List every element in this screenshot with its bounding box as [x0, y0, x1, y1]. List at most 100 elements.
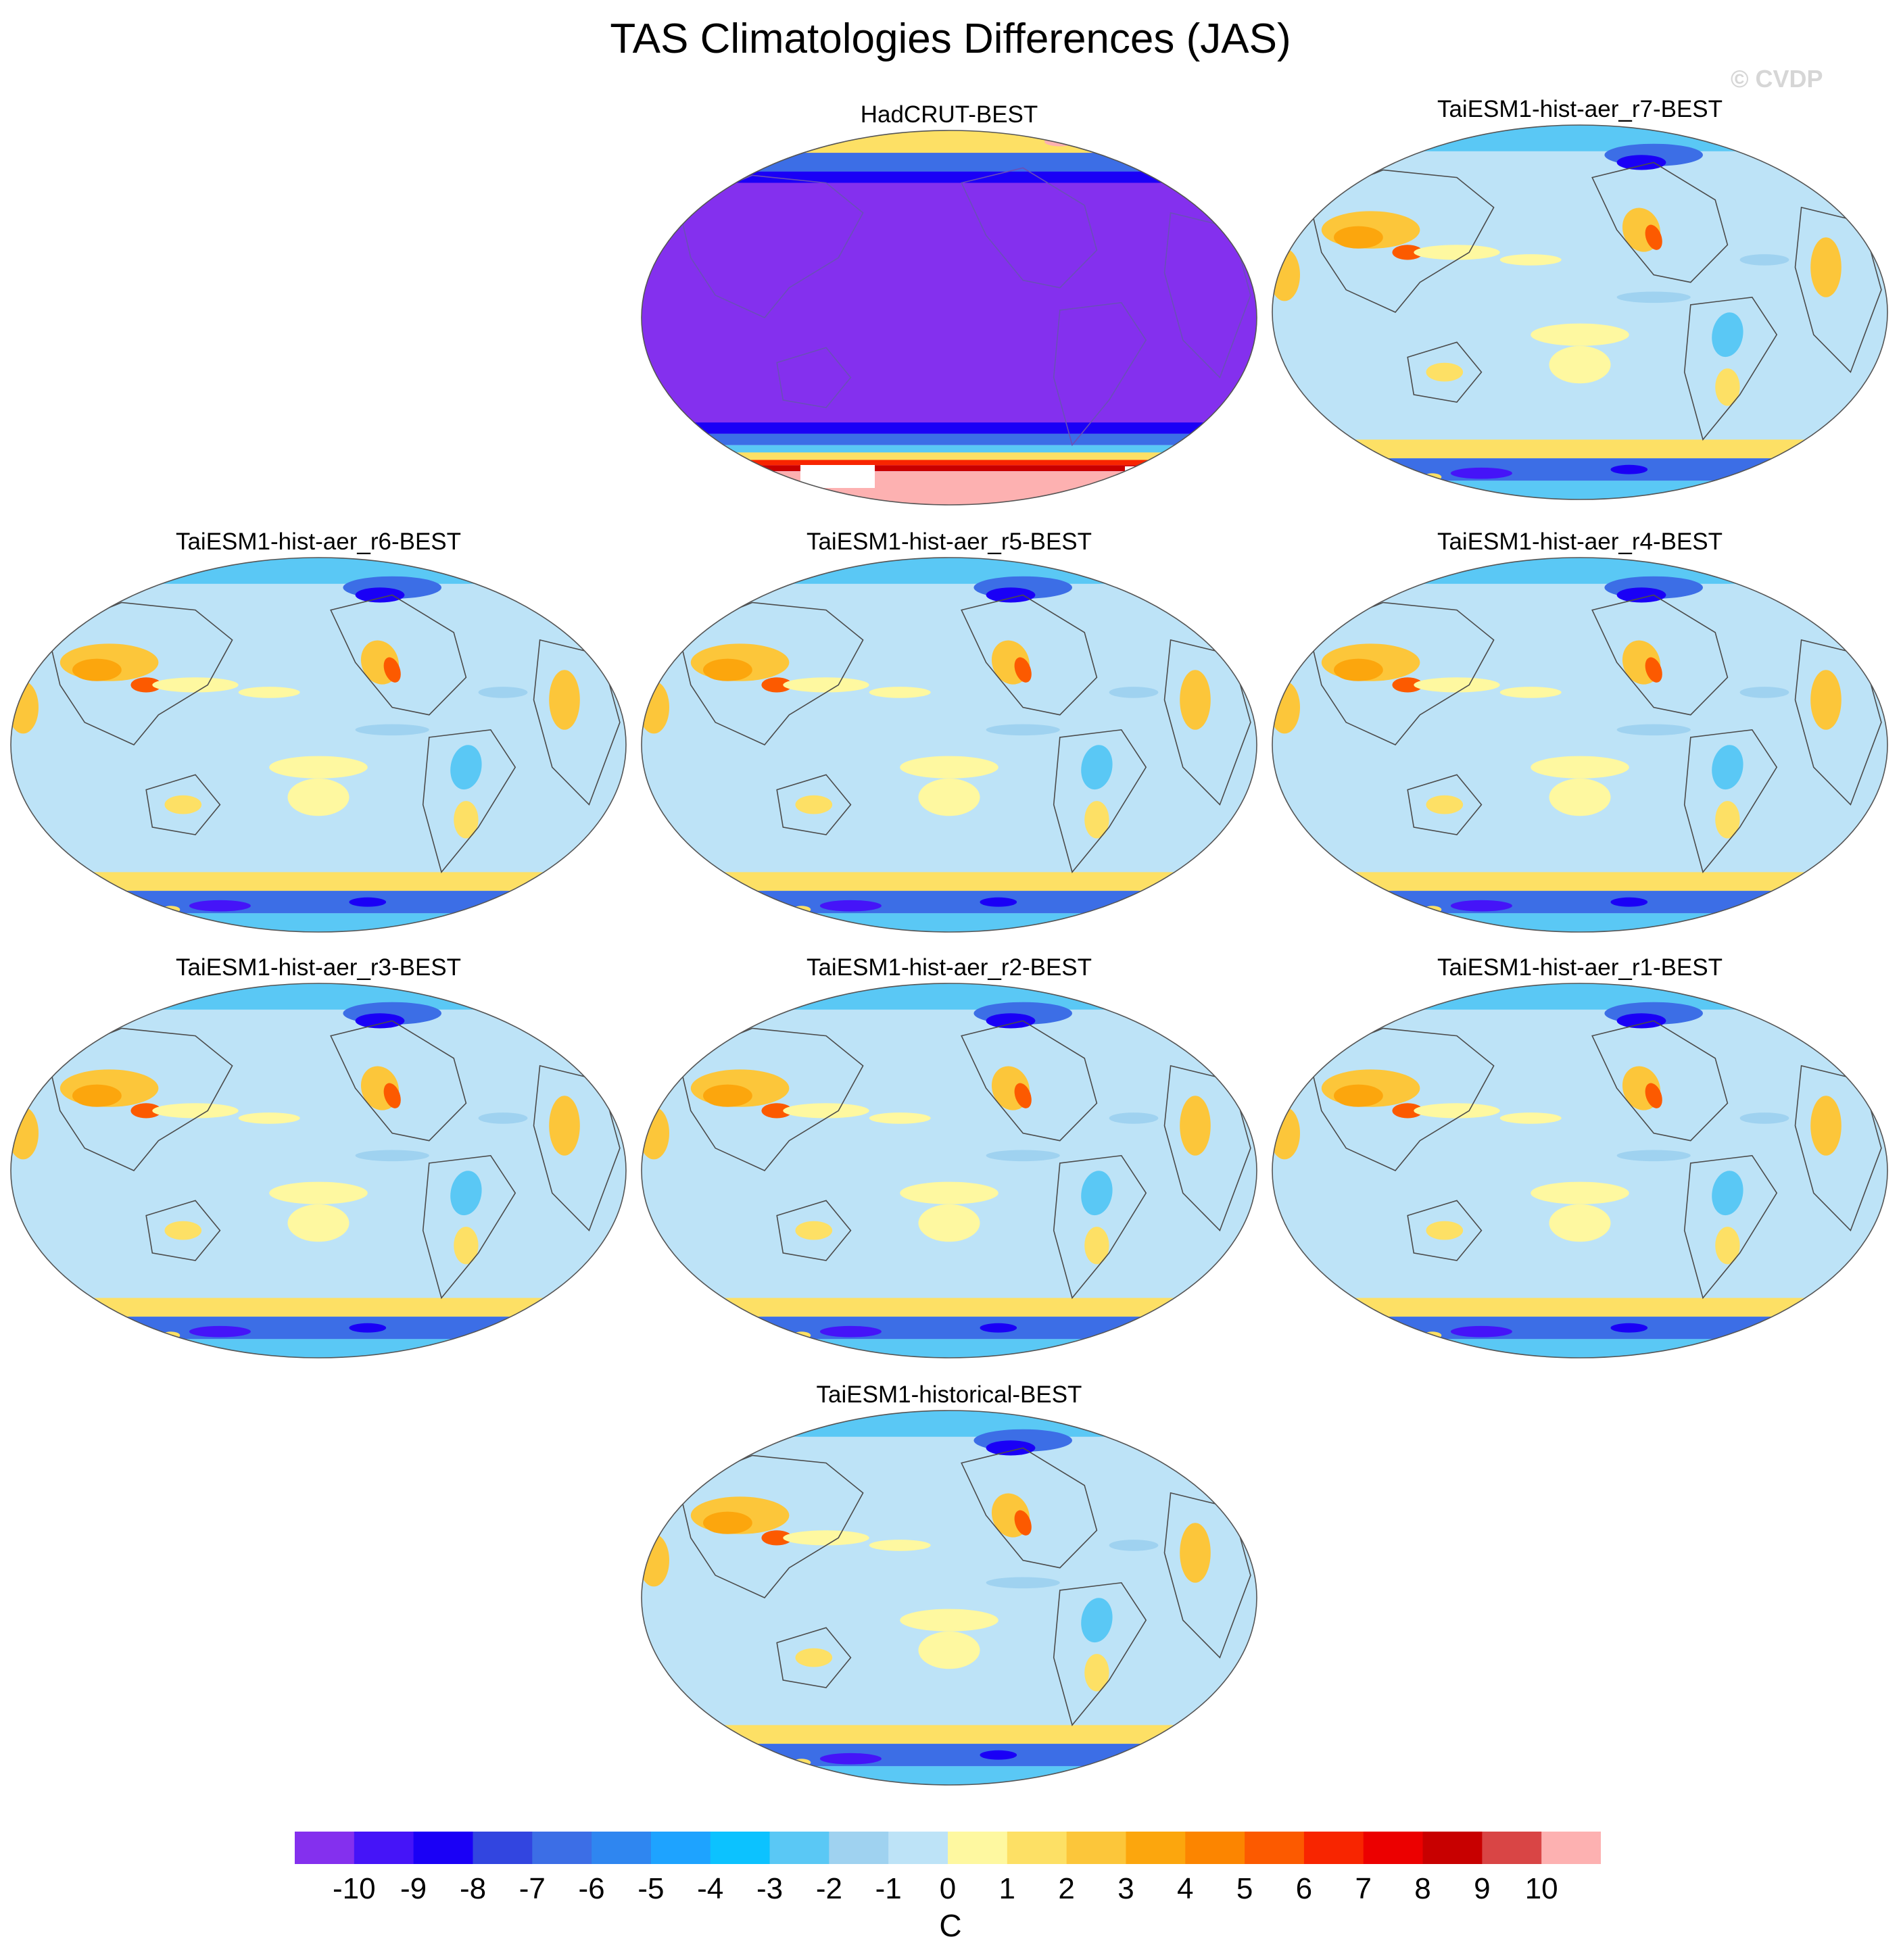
contour-band: [642, 913, 1257, 932]
colorbar-segment: [650, 1832, 711, 1864]
contour-region: [152, 677, 239, 693]
contour-band: [642, 558, 1257, 584]
contour-region: [1610, 464, 1648, 474]
map-panel: TaiESM1-hist-aer_r3-BEST: [7, 954, 629, 1360]
contour-region: [783, 1530, 869, 1546]
contour-region: [355, 1013, 405, 1029]
contour-band: [11, 1317, 626, 1340]
contour-band: [642, 460, 1257, 466]
contour-region: [1531, 323, 1629, 346]
contour-region: [761, 1530, 792, 1546]
contour-region: [1616, 1150, 1691, 1162]
panel-title: TaiESM1-hist-aer_r6-BEST: [175, 529, 462, 555]
contour-region: [164, 795, 202, 814]
missing-data-region: [800, 465, 875, 488]
contour-region: [761, 1103, 792, 1119]
coastline: [677, 1027, 864, 1171]
contour-region: [549, 670, 580, 730]
robinson-map: [641, 983, 1257, 1358]
contour-region: [238, 687, 300, 698]
colorbar-segment: [1185, 1832, 1245, 1864]
colorbar-segment: [888, 1832, 948, 1864]
coastline: [1308, 169, 1495, 313]
map-panel: TaiESM1-historical-BEST: [638, 1381, 1260, 1787]
colorbar-tick-label: 4: [1177, 1872, 1194, 1905]
colorbar-segment: [473, 1832, 533, 1864]
colorbar-tick-labels: -10 -9 -8 -7 -6 -5 -4 -3 -2 -1 0 1 2 3 4 5 6 7 8 9 10: [295, 1872, 1601, 1906]
coastline: [1053, 301, 1147, 447]
contour-region: [1084, 1654, 1109, 1692]
contour-region: [1081, 1171, 1113, 1216]
contour-band: [1272, 439, 1887, 459]
contour-region: [1712, 312, 1743, 358]
map-outline: [10, 557, 627, 933]
contour-region: [819, 900, 882, 912]
contour-band: [1272, 125, 1887, 151]
robinson-map: [1272, 983, 1888, 1358]
contour-band: [642, 891, 1257, 914]
panel-title: TaiESM1-hist-aer_r7-BEST: [1437, 96, 1723, 122]
colorbar-segment: [413, 1832, 474, 1864]
contour-region: [1180, 1523, 1211, 1583]
contour-region: [1739, 687, 1789, 698]
contour-region: [1334, 1084, 1383, 1107]
map-panel: TaiESM1-hist-aer_r2-BEST: [638, 954, 1260, 1360]
coastline: [1407, 774, 1483, 835]
contour-band: [11, 558, 626, 584]
robinson-map: [10, 557, 627, 933]
contour-region: [1450, 900, 1512, 912]
colorbar-tick-label: -6: [578, 1872, 605, 1905]
contour-band: [642, 445, 1257, 453]
contour-region: [1610, 1323, 1648, 1333]
contour-band: [1272, 481, 1887, 499]
contour-region: [1081, 1598, 1113, 1643]
contour-region: [986, 1440, 1036, 1456]
coastline: [145, 774, 221, 835]
contour-region: [727, 896, 777, 908]
contour-region: [450, 745, 482, 790]
contour-region: [478, 1112, 528, 1124]
contour-region: [795, 1648, 833, 1667]
map-panel: TaiESM1-hist-aer_r4-BEST: [1269, 529, 1891, 934]
contour-region: [986, 587, 1036, 603]
contour-region: [383, 1083, 401, 1108]
map-outline: [1272, 124, 1888, 500]
contour-region: [1414, 677, 1500, 693]
contour-band: [11, 891, 626, 914]
colorbar-tick-label: 10: [1524, 1872, 1558, 1905]
contour-region: [1810, 237, 1842, 297]
contour-band: [642, 1725, 1257, 1744]
coastline: [1053, 729, 1147, 874]
contour-region: [97, 1322, 147, 1333]
contour-region: [986, 1150, 1060, 1162]
map-panel: TaiESM1-hist-aer_r5-BEST: [638, 529, 1260, 934]
colorbar-segment: [295, 1832, 355, 1864]
colorbar-tick-label: -1: [875, 1872, 902, 1905]
coastline: [1053, 1582, 1147, 1727]
contour-region: [986, 1013, 1036, 1029]
contour-region: [1739, 254, 1789, 266]
coastline: [776, 1200, 852, 1261]
colorbar: [295, 1832, 1601, 1864]
contour-region: [986, 724, 1060, 736]
contour-region: [900, 1181, 998, 1204]
colorbar-segment: [1245, 1832, 1305, 1864]
contour-region: [1549, 345, 1611, 384]
robinson-map: [641, 130, 1257, 506]
contour-region: [1414, 1103, 1500, 1119]
contour-band: [642, 983, 1257, 1358]
contour-band: [642, 872, 1257, 891]
contour-region: [783, 1103, 869, 1119]
contour-region: [287, 778, 350, 816]
contour-region: [454, 1227, 479, 1265]
contour-region: [980, 1323, 1017, 1333]
panel-title: TaiESM1-hist-aer_r3-BEST: [175, 954, 462, 981]
contour-region: [1081, 745, 1113, 790]
contour-region: [1739, 1112, 1789, 1124]
coastline: [47, 1027, 233, 1171]
contour-band: [11, 983, 626, 1010]
map-panel: HadCRUT-BEST: [638, 101, 1260, 507]
coastline: [677, 174, 864, 318]
colorbar-segment: [354, 1832, 414, 1864]
contour-region: [1426, 1221, 1464, 1240]
